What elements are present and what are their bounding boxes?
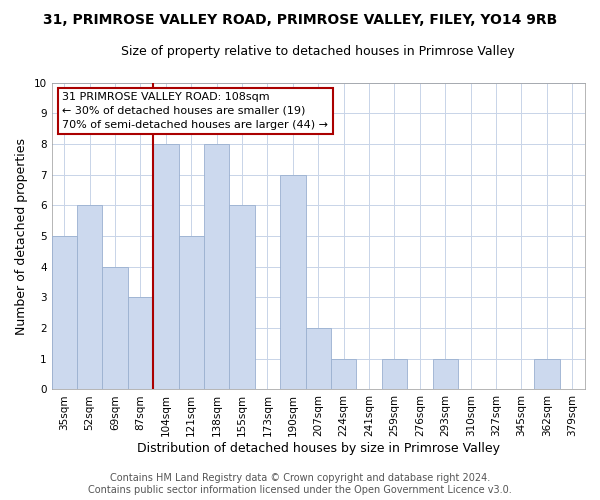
- X-axis label: Distribution of detached houses by size in Primrose Valley: Distribution of detached houses by size …: [137, 442, 500, 455]
- Bar: [128, 298, 153, 390]
- Bar: [229, 206, 255, 390]
- Text: Contains HM Land Registry data © Crown copyright and database right 2024.
Contai: Contains HM Land Registry data © Crown c…: [88, 474, 512, 495]
- Bar: [433, 359, 458, 390]
- Bar: [52, 236, 77, 390]
- Bar: [179, 236, 204, 390]
- Bar: [204, 144, 229, 390]
- Bar: [280, 175, 305, 390]
- Bar: [382, 359, 407, 390]
- Bar: [305, 328, 331, 390]
- Bar: [534, 359, 560, 390]
- Y-axis label: Number of detached properties: Number of detached properties: [15, 138, 28, 334]
- Title: Size of property relative to detached houses in Primrose Valley: Size of property relative to detached ho…: [121, 45, 515, 58]
- Bar: [331, 359, 356, 390]
- Text: 31, PRIMROSE VALLEY ROAD, PRIMROSE VALLEY, FILEY, YO14 9RB: 31, PRIMROSE VALLEY ROAD, PRIMROSE VALLE…: [43, 12, 557, 26]
- Bar: [77, 206, 103, 390]
- Bar: [103, 267, 128, 390]
- Text: 31 PRIMROSE VALLEY ROAD: 108sqm
← 30% of detached houses are smaller (19)
70% of: 31 PRIMROSE VALLEY ROAD: 108sqm ← 30% of…: [62, 92, 328, 130]
- Bar: [153, 144, 179, 390]
